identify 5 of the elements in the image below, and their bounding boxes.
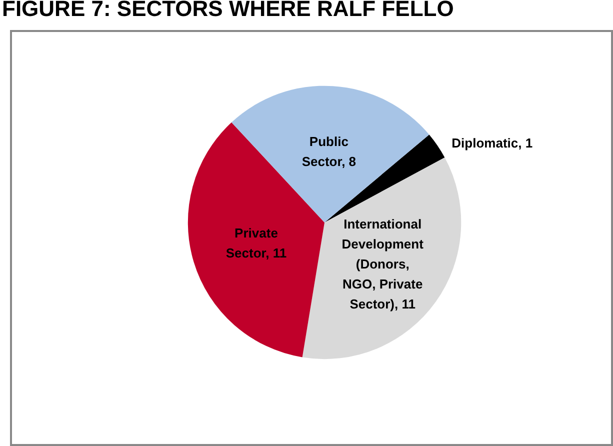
chart-title: FIGURE 7: SECTORS WHERE RALF FELLO xyxy=(2,0,454,22)
slice-label: Public Sector, 8 xyxy=(302,134,356,169)
slice-label: Private Sector, 11 xyxy=(226,226,287,261)
slice-label: Diplomatic, 1 xyxy=(452,135,533,150)
slice-label: International Development (Donors, NGO, Private Sector), 11 xyxy=(342,216,424,312)
